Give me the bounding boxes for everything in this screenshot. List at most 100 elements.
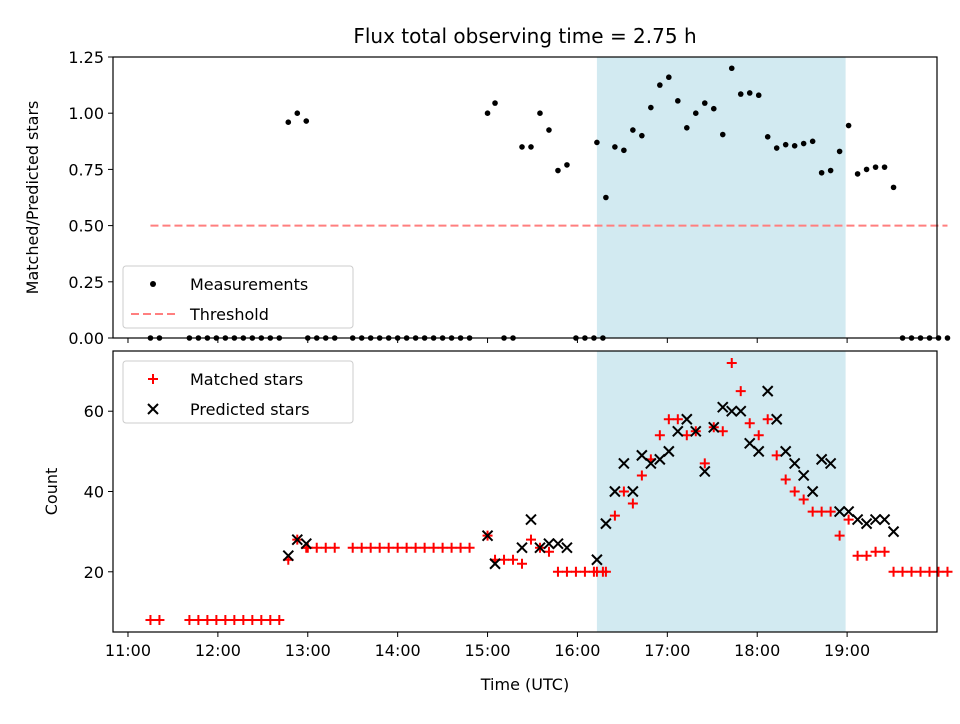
matched-star-point xyxy=(834,530,845,541)
matched-star-point xyxy=(870,546,881,557)
matched-star-point xyxy=(681,430,692,441)
matched-star-point xyxy=(238,614,249,625)
matched-star-point xyxy=(320,542,331,553)
matched-star-point xyxy=(699,458,710,469)
matched-star-point xyxy=(419,542,430,553)
matched-star-point xyxy=(753,430,764,441)
matched-star-point xyxy=(392,542,403,553)
matched-star-point xyxy=(274,614,285,625)
highlight-span xyxy=(596,351,846,632)
y-tick-label: 40 xyxy=(84,483,104,502)
predicted-star-point xyxy=(282,550,294,562)
matched-star-point xyxy=(915,566,926,577)
y-tick-label: 0.25 xyxy=(68,273,104,292)
matched-star-point xyxy=(924,566,935,577)
matched-star-point xyxy=(663,414,674,425)
matched-star-point xyxy=(329,542,340,553)
predicted-star-point xyxy=(717,401,729,413)
x-tick-label: 18:00 xyxy=(734,641,780,660)
measurement-point xyxy=(827,167,834,174)
measurement-point xyxy=(285,119,292,125)
predicted-star-point xyxy=(543,537,555,550)
matched-star-point xyxy=(265,614,276,625)
matched-star-point xyxy=(517,558,528,569)
predicted-star-point xyxy=(735,405,747,417)
y-tick-label: 0.50 xyxy=(68,217,104,236)
matched-star-point xyxy=(543,546,554,557)
matched-star-point xyxy=(807,506,818,517)
measurement-point xyxy=(818,169,825,176)
matched-star-point xyxy=(570,566,581,577)
predicted-star-point xyxy=(806,485,819,498)
measurement-point xyxy=(675,98,681,104)
predicted-star-point xyxy=(842,505,855,518)
chart-title: Flux total observing time = 2.75 h xyxy=(353,24,696,48)
matched-star-point xyxy=(654,430,665,441)
matched-star-point xyxy=(410,542,421,553)
legend-label: Threshold xyxy=(189,305,269,324)
predicted-star-point xyxy=(681,413,693,425)
measurement-point xyxy=(782,141,789,148)
y-tick-label: 60 xyxy=(84,402,104,421)
predicted-star-point xyxy=(591,554,603,566)
matched-star-point xyxy=(609,510,620,521)
x-tick-label: 11:00 xyxy=(105,641,151,660)
bottom-panel: 11:00 12:00 13:00 14:00 15:00 16:00 17:00 18:00… xyxy=(42,350,953,694)
x-axis-label: Time (UTC) xyxy=(480,675,569,694)
matched-star-point xyxy=(861,550,872,561)
measurement-point xyxy=(648,104,654,111)
measurement-point xyxy=(303,118,310,124)
measurement-point xyxy=(564,162,570,168)
matched-star-point xyxy=(552,566,563,577)
matched-star-point xyxy=(154,614,165,625)
legend-marker xyxy=(148,374,158,384)
x-tick-label: 14:00 xyxy=(375,641,421,660)
predicted-star-point xyxy=(708,421,720,433)
matched-star-point xyxy=(843,514,854,525)
measurement-point xyxy=(764,134,771,140)
measurement-point xyxy=(666,74,672,81)
measurement-point xyxy=(890,184,897,191)
y-tick-label: 0.75 xyxy=(68,160,104,179)
axes-frame xyxy=(112,350,938,633)
predicted-star-point xyxy=(761,385,774,397)
predicted-star-point xyxy=(833,505,846,518)
predicted-star-point xyxy=(300,537,312,550)
matched-star-point xyxy=(211,614,222,625)
matched-star-point xyxy=(735,386,746,397)
predicted-star-point xyxy=(690,425,702,437)
predicted-star-point xyxy=(291,533,303,546)
matched-star-point xyxy=(455,542,466,553)
matched-star-point xyxy=(771,450,782,461)
predicted-star-point xyxy=(887,525,900,538)
measurement-point xyxy=(657,82,663,88)
legend-box xyxy=(122,360,354,424)
x-tick-label: 15:00 xyxy=(464,641,510,660)
matched-star-point xyxy=(789,486,800,497)
matched-star-point xyxy=(798,494,809,505)
predicted-star-point xyxy=(636,449,648,462)
predicted-star-point xyxy=(489,558,501,570)
predicted-star-point xyxy=(779,445,792,458)
matched-star-point xyxy=(184,614,195,625)
measurement-point xyxy=(603,194,609,201)
predicted-star-point xyxy=(869,513,882,526)
measurement-point xyxy=(630,127,636,133)
predicted-star-point xyxy=(699,465,711,478)
matched-star-point xyxy=(942,566,953,577)
axes-frame xyxy=(112,56,938,339)
measurement-point xyxy=(809,138,816,145)
measurement-point xyxy=(294,110,301,116)
predicted-star-point xyxy=(609,485,621,498)
matched-star-point xyxy=(401,542,412,553)
top-panel: 0.00 0.25 0.50 0.75 1.00 1.25 Matched/Predicte… xyxy=(23,48,951,348)
measurement-point xyxy=(791,142,798,149)
matched-star-point xyxy=(816,506,827,517)
matched-star-point xyxy=(933,566,944,577)
matched-star-point xyxy=(780,474,791,485)
measurement-point xyxy=(728,65,735,72)
y-tick-label: 1.25 xyxy=(68,48,104,67)
matched-star-point xyxy=(220,614,231,625)
measurement-point xyxy=(639,132,645,139)
